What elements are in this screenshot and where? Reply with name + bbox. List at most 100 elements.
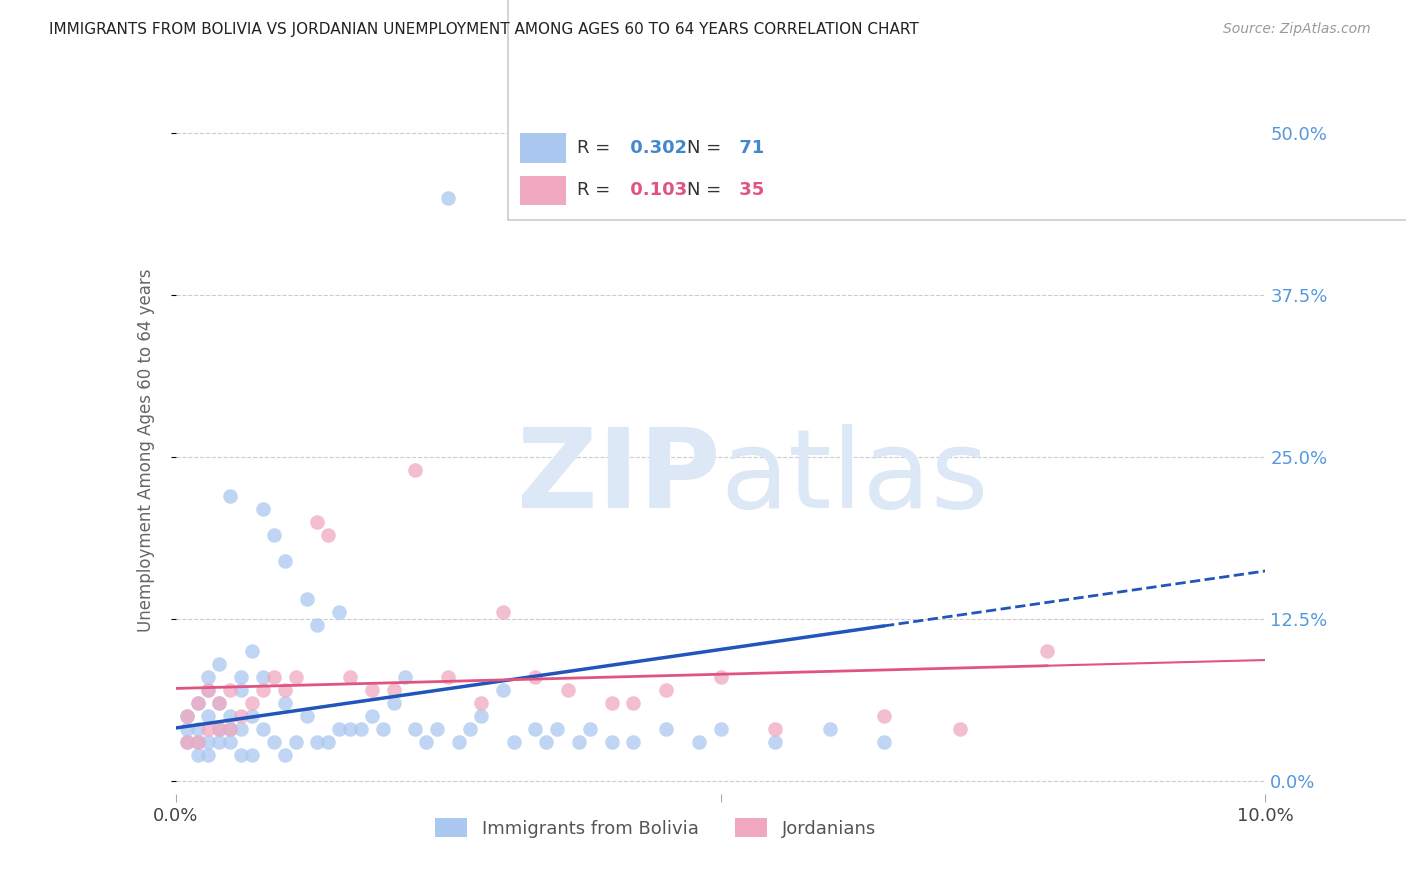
Legend: Immigrants from Bolivia, Jordanians: Immigrants from Bolivia, Jordanians: [426, 809, 884, 847]
Point: [710, 670, 733, 684]
Point: [492, 683, 515, 698]
Point: [600, 696, 623, 710]
Point: [252, 722, 274, 736]
Point: [176, 722, 198, 736]
Point: [284, 670, 307, 684]
Point: [307, 515, 329, 529]
Point: [470, 709, 492, 723]
Point: [219, 709, 242, 723]
Point: [197, 747, 219, 762]
Point: [328, 606, 350, 620]
Point: [318, 527, 340, 541]
Point: [1036, 644, 1059, 658]
Point: [339, 670, 361, 684]
Point: [240, 747, 263, 762]
Point: [197, 735, 219, 749]
Text: IMMIGRANTS FROM BOLIVIA VS JORDANIAN UNEMPLOYMENT AMONG AGES 60 TO 64 YEARS CORR: IMMIGRANTS FROM BOLIVIA VS JORDANIAN UNE…: [49, 22, 920, 37]
Point: [360, 709, 382, 723]
Point: [274, 683, 297, 698]
Point: [231, 683, 253, 698]
Point: [655, 683, 678, 698]
Point: [208, 657, 231, 672]
Point: [274, 747, 297, 762]
Point: [231, 747, 253, 762]
Point: [426, 722, 449, 736]
Point: [350, 722, 373, 736]
Point: [176, 709, 198, 723]
Point: [655, 722, 678, 736]
Point: [339, 722, 361, 736]
Point: [186, 735, 209, 749]
Point: [186, 735, 209, 749]
Point: [176, 709, 198, 723]
Point: [186, 722, 209, 736]
Point: [219, 735, 242, 749]
Point: [873, 735, 896, 749]
Y-axis label: Unemployment Among Ages 60 to 64 years: Unemployment Among Ages 60 to 64 years: [136, 268, 155, 632]
Point: [579, 722, 602, 736]
Point: [231, 670, 253, 684]
Point: [688, 735, 710, 749]
Point: [492, 606, 515, 620]
Point: [219, 722, 242, 736]
Point: [176, 735, 198, 749]
Point: [208, 696, 231, 710]
Point: [252, 670, 274, 684]
Point: [360, 683, 382, 698]
Point: [371, 722, 394, 736]
Point: [307, 735, 329, 749]
Point: [763, 735, 786, 749]
Point: [534, 735, 557, 749]
Point: [382, 683, 405, 698]
Point: [219, 683, 242, 698]
Point: [415, 735, 437, 749]
Point: [208, 735, 231, 749]
Point: [763, 722, 786, 736]
Point: [458, 722, 481, 736]
Point: [437, 191, 460, 205]
Point: [263, 527, 285, 541]
Point: [318, 735, 340, 749]
Point: [208, 722, 231, 736]
Point: [252, 683, 274, 698]
Text: atlas: atlas: [721, 425, 988, 532]
Point: [263, 735, 285, 749]
Point: [437, 670, 460, 684]
Text: Source: ZipAtlas.com: Source: ZipAtlas.com: [1223, 22, 1371, 37]
Point: [600, 735, 623, 749]
Point: [710, 722, 733, 736]
Point: [470, 696, 492, 710]
Point: [873, 709, 896, 723]
Point: [405, 722, 427, 736]
Point: [546, 722, 568, 736]
Point: [208, 696, 231, 710]
Point: [284, 735, 307, 749]
Point: [524, 722, 547, 736]
Point: [197, 683, 219, 698]
Point: [197, 670, 219, 684]
Point: [231, 709, 253, 723]
Point: [197, 683, 219, 698]
Point: [186, 696, 209, 710]
Point: [295, 709, 318, 723]
Point: [502, 735, 524, 749]
Point: [240, 696, 263, 710]
Point: [274, 696, 297, 710]
Point: [219, 722, 242, 736]
Point: [231, 722, 253, 736]
Point: [263, 670, 285, 684]
Point: [405, 463, 427, 477]
Point: [394, 670, 416, 684]
Point: [208, 722, 231, 736]
Point: [621, 735, 644, 749]
Point: [197, 709, 219, 723]
Point: [328, 722, 350, 736]
Point: [382, 696, 405, 710]
Point: [240, 644, 263, 658]
Point: [176, 735, 198, 749]
Point: [219, 489, 242, 503]
Point: [252, 501, 274, 516]
Point: [568, 735, 591, 749]
Text: ZIP: ZIP: [517, 425, 721, 532]
Point: [949, 722, 972, 736]
